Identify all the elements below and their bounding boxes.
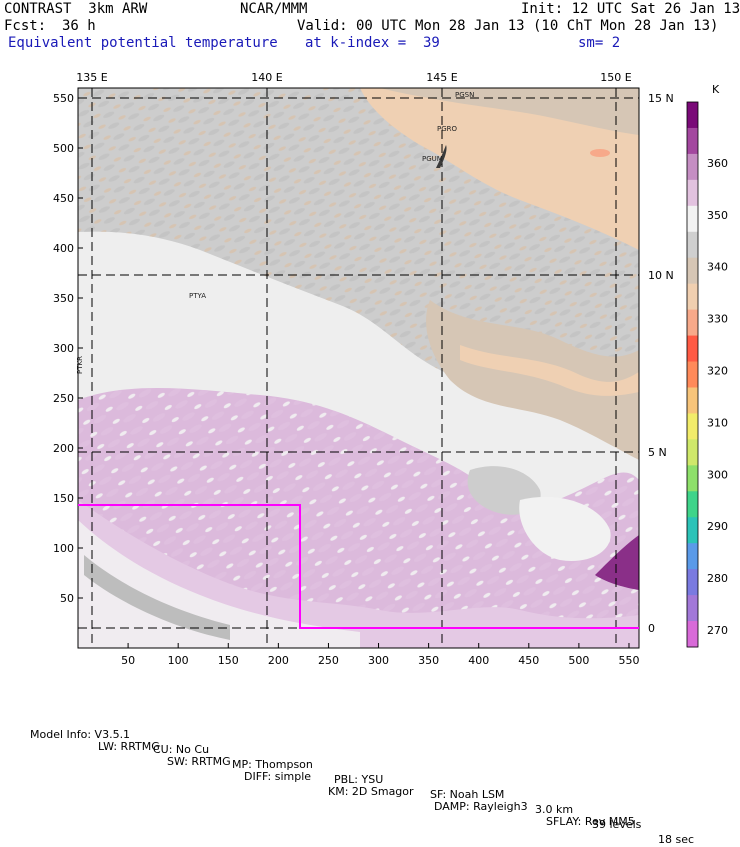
x-tick-label: 200 <box>268 654 289 667</box>
model-title: CONTRAST 3km ARW <box>4 1 148 17</box>
x-tick-label: 450 <box>518 654 539 667</box>
legend-tick-label: 360 <box>707 157 728 170</box>
footer-lw: LW: RRTMG <box>98 740 160 753</box>
legend-swatch <box>687 361 698 388</box>
longitude-label: 150 E <box>600 71 631 84</box>
legend-swatch <box>687 335 698 363</box>
legend-swatch <box>687 283 698 311</box>
legend-swatch <box>687 387 698 414</box>
y-tick-label: 350 <box>53 292 74 305</box>
legend-swatch <box>687 517 698 544</box>
field-name: Equivalent potential temperature <box>8 35 278 51</box>
latitude-label: 10 N <box>648 269 674 282</box>
station-ptya: PTYA <box>189 292 206 300</box>
y-tick-label: 200 <box>53 442 74 455</box>
legend-tick-label: 280 <box>707 572 728 585</box>
x-axis-ticks: 50 100 150 200 250 300 350 400 450 500 550 <box>121 643 639 667</box>
legend-swatch <box>687 621 698 648</box>
y-tick-label: 500 <box>53 142 74 155</box>
x-tick-label: 300 <box>368 654 389 667</box>
legend-swatch <box>687 465 698 492</box>
y-tick-label: 300 <box>53 342 74 355</box>
y-tick-label: 250 <box>53 392 74 405</box>
legend-swatch <box>687 102 698 129</box>
station-pgum: PGUM <box>422 155 443 163</box>
y-tick-label: 150 <box>53 492 74 505</box>
y-tick-label: 100 <box>53 542 74 555</box>
legend-tick-label: 320 <box>707 365 728 378</box>
longitude-label: 140 E <box>251 71 282 84</box>
smoothing-label: sm= 2 <box>578 35 621 51</box>
color-legend: K 360 350 340 330 320 310 300 290 280 270 <box>686 83 728 648</box>
legend-tick-label: 330 <box>707 313 728 326</box>
x-tick-label: 250 <box>318 654 339 667</box>
legend-tick-label: 300 <box>707 468 728 481</box>
y-tick-label: 450 <box>53 192 74 205</box>
legend-swatch <box>687 569 698 596</box>
legend-swatch <box>687 205 698 233</box>
x-tick-label: 350 <box>418 654 439 667</box>
footer-diff: DIFF: simple <box>244 770 312 783</box>
longitude-labels: 135 E 140 E 145 E 150 E <box>76 71 631 84</box>
legend-swatch <box>687 153 698 181</box>
forecast-hour: 36 h <box>62 18 96 34</box>
legend-swatch <box>687 413 698 440</box>
legend-tick-label: 340 <box>707 261 728 274</box>
footer-dt: 18 sec <box>658 833 695 846</box>
legend-swatch <box>687 127 698 155</box>
legend-swatch <box>687 491 698 518</box>
shaded-field <box>78 88 639 648</box>
x-tick-label: 150 <box>218 654 239 667</box>
station-pgsn: PGSN <box>455 91 474 99</box>
station-ptkr: PTKR <box>76 356 84 374</box>
x-tick-label: 100 <box>168 654 189 667</box>
forecast-label: Fcst: <box>4 18 47 34</box>
legend-swatch <box>687 179 698 207</box>
longitude-label: 135 E <box>76 71 107 84</box>
legend-swatch <box>687 309 698 337</box>
x-tick-label: 500 <box>568 654 589 667</box>
subdomain-box <box>78 504 639 629</box>
valid-time: Valid: 00 UTC Mon 28 Jan 13 (10 ChT Mon … <box>297 18 719 34</box>
footer-model: Model Info: V3.5.1 <box>30 728 131 741</box>
latitude-label: 15 N <box>648 92 674 105</box>
footer-sflay: SFLAY: Rev MM5 <box>546 815 635 828</box>
latitude-label: 0 <box>648 622 655 635</box>
station-pgro: PGRO <box>437 125 458 133</box>
latitude-label: 5 N <box>648 446 667 459</box>
x-tick-label: 400 <box>468 654 489 667</box>
footer-damp: DAMP: Rayleigh3 <box>434 800 528 813</box>
legend-tick-label: 270 <box>707 624 728 637</box>
legend-frame <box>686 101 699 648</box>
x-tick-label: 50 <box>121 654 135 667</box>
legend-swatch <box>687 257 698 285</box>
legend-swatch <box>687 439 698 466</box>
y-axis-ticks: 550 500 450 400 350 300 250 200 150 100 50 <box>53 92 83 605</box>
x-tick-label: 550 <box>618 654 639 667</box>
footer-km: KM: 2D Smagor <box>328 785 414 798</box>
latitude-labels: 15 N 10 N 5 N 0 <box>648 92 674 635</box>
y-tick-label: 50 <box>60 592 74 605</box>
legend-swatch <box>687 231 698 259</box>
footer-sw: SW: RRTMG <box>167 755 231 768</box>
legend-swatch <box>687 595 698 622</box>
legend-unit: K <box>712 83 720 96</box>
level-label: at k-index = 39 <box>305 35 440 51</box>
station-labels: PGSN PGRO PGUM PTYA PTKR <box>76 91 474 374</box>
legend-tick-label: 350 <box>707 209 728 222</box>
init-time: Init: 12 UTC Sat 26 Jan 13 <box>521 1 740 17</box>
legend-tick-label: 310 <box>707 416 728 429</box>
organization: NCAR/MMM <box>240 1 308 17</box>
legend-tick-label: 290 <box>707 520 728 533</box>
legend-swatch <box>687 543 698 570</box>
y-tick-label: 550 <box>53 92 74 105</box>
y-tick-label: 400 <box>53 242 74 255</box>
longitude-label: 145 E <box>426 71 457 84</box>
map-plot: 50 100 150 200 250 300 350 400 450 500 550 5505004… <box>53 71 728 667</box>
guam-outline <box>436 145 447 168</box>
